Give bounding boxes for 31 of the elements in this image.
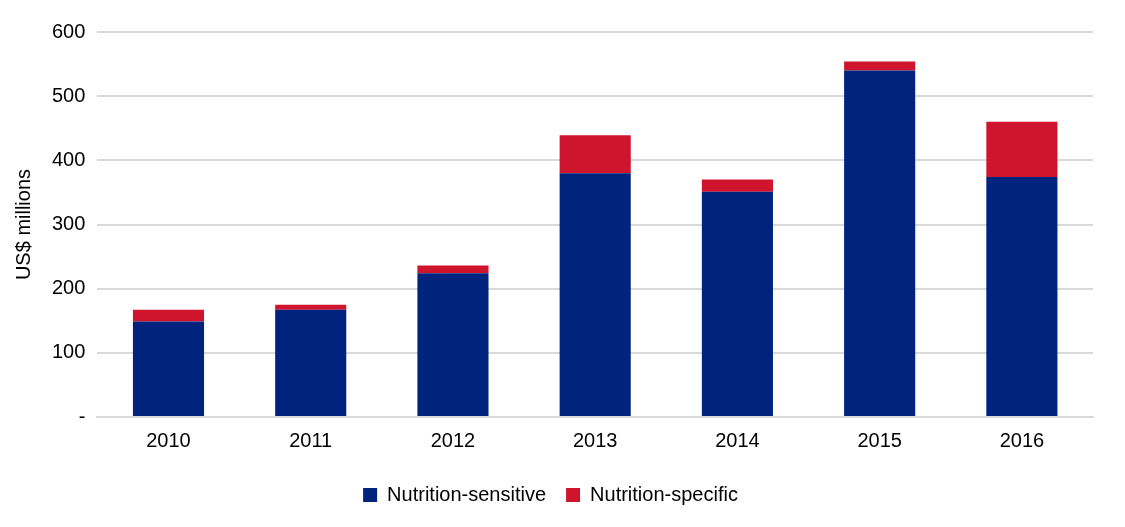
x-tick-label: 2012	[430, 428, 476, 451]
bar	[701, 191, 773, 416]
y-tick-label: 500	[51, 83, 86, 106]
y-tick-label: 200	[51, 276, 86, 299]
bar	[275, 304, 347, 310]
y-tick-label: 100	[51, 340, 86, 363]
y-tick-label: 300	[51, 212, 86, 235]
bar	[844, 61, 916, 71]
bar	[559, 135, 631, 174]
y-tick-label: 400	[51, 147, 86, 170]
x-tick-label: 2014	[715, 428, 760, 451]
bar	[559, 173, 631, 416]
x-tick-label: 2015	[857, 428, 902, 451]
legend-label: Nutrition-specific	[590, 482, 738, 505]
bar	[986, 177, 1058, 416]
x-tick-label: 2010	[146, 428, 191, 451]
y-tick-label: -	[78, 404, 86, 427]
x-tick-label: 2011	[289, 428, 333, 451]
y-axis-title: US$ millions	[11, 168, 34, 281]
x-tick-label: 2013	[572, 428, 618, 451]
bar	[132, 309, 205, 322]
bar	[701, 179, 773, 192]
bar	[986, 121, 1058, 178]
bar	[132, 321, 205, 416]
bar	[275, 309, 347, 416]
bar	[417, 273, 489, 416]
bar	[417, 265, 489, 274]
legend-label: Nutrition-sensitive	[387, 482, 547, 505]
y-tick-label: 600	[51, 19, 86, 42]
x-tick-label: 2016	[999, 428, 1045, 451]
bar	[844, 70, 916, 416]
